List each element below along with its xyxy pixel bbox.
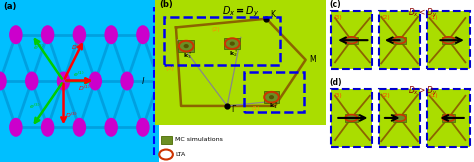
Text: (1): (1) — [429, 93, 438, 98]
Bar — [345, 114, 358, 122]
Text: (2): (2) — [381, 15, 390, 20]
Text: (1): (1) — [251, 106, 260, 111]
Text: $l$: $l$ — [141, 75, 145, 87]
Circle shape — [137, 118, 149, 136]
Text: (3): (3) — [166, 66, 174, 71]
Bar — [393, 114, 406, 122]
Circle shape — [137, 26, 149, 44]
Bar — [178, 40, 194, 52]
Bar — [155, 0, 326, 125]
Circle shape — [42, 118, 54, 136]
Bar — [161, 136, 172, 144]
Text: (a): (a) — [3, 2, 17, 11]
Bar — [442, 37, 455, 44]
Text: $\mathbf{k}_2^*$: $\mathbf{k}_2^*$ — [229, 48, 238, 58]
Circle shape — [184, 45, 188, 47]
Bar — [345, 37, 358, 44]
Text: (2): (2) — [381, 93, 390, 98]
Circle shape — [73, 26, 85, 44]
Text: (d): (d) — [329, 78, 342, 87]
Circle shape — [73, 118, 85, 136]
Text: (c): (c) — [329, 0, 341, 9]
Text: $e^{(2)}$: $e^{(2)}$ — [33, 43, 45, 52]
Bar — [393, 37, 406, 44]
Bar — [164, 17, 280, 65]
Text: $D_x<D_y$: $D_x<D_y$ — [408, 7, 438, 20]
Circle shape — [121, 72, 133, 90]
Text: (3): (3) — [333, 93, 342, 98]
Text: $\mathbf{k}_3^*$: $\mathbf{k}_3^*$ — [183, 50, 192, 61]
Text: LTA: LTA — [175, 152, 185, 157]
Circle shape — [42, 26, 54, 44]
Circle shape — [105, 26, 117, 44]
Text: $D^{(2)}$: $D^{(2)}$ — [72, 43, 84, 52]
Text: MC simulations: MC simulations — [175, 137, 223, 142]
Circle shape — [26, 72, 38, 90]
Text: (1): (1) — [429, 15, 438, 20]
Circle shape — [230, 42, 234, 45]
Text: $D^{(1)}$: $D^{(1)}$ — [78, 84, 91, 93]
Text: K: K — [270, 10, 275, 19]
Text: $D^{(3)}$: $D^{(3)}$ — [65, 111, 78, 120]
Bar — [427, 11, 470, 69]
Bar — [442, 114, 455, 122]
Circle shape — [89, 72, 101, 90]
Bar — [331, 11, 372, 69]
Bar — [427, 89, 470, 147]
Text: (b): (b) — [159, 0, 173, 9]
Text: $D_x>D_y$: $D_x>D_y$ — [408, 85, 438, 98]
Text: $e^{(1)}$: $e^{(1)}$ — [73, 70, 85, 79]
Circle shape — [270, 96, 273, 98]
Circle shape — [10, 26, 22, 44]
Circle shape — [0, 72, 6, 90]
Text: $e^{(3)}$: $e^{(3)}$ — [28, 102, 40, 111]
Text: $\mathbf{k}_1^*$: $\mathbf{k}_1^*$ — [269, 100, 278, 111]
Bar — [379, 89, 420, 147]
Text: (2): (2) — [212, 27, 220, 32]
Text: M: M — [309, 55, 316, 64]
Circle shape — [10, 118, 22, 136]
Circle shape — [105, 118, 117, 136]
Text: (3): (3) — [333, 15, 342, 20]
Bar — [264, 91, 280, 103]
Bar — [379, 11, 420, 69]
Bar — [224, 38, 240, 49]
Bar — [244, 72, 304, 112]
Text: $\Gamma$: $\Gamma$ — [230, 103, 237, 114]
Circle shape — [57, 72, 70, 90]
Bar — [331, 89, 372, 147]
Text: $\boldsymbol{D_x=D_y}$: $\boldsymbol{D_x=D_y}$ — [222, 4, 259, 19]
